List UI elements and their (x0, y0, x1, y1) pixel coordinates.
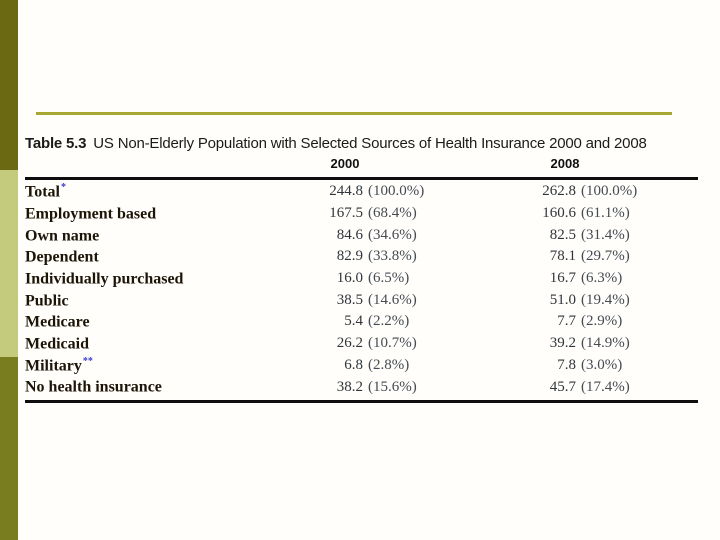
cell-2008: 7.7 (2.9%) (532, 313, 672, 330)
table-row: No health insurance 38.2 (15.6%) 45.7 (17.… (25, 376, 698, 398)
percent-2000: (2.2%) (368, 313, 410, 330)
accent-bar-top (0, 0, 18, 170)
percent-2008: (29.7%) (581, 248, 630, 265)
cell-2000: 6.8 (2.8%) (319, 357, 459, 374)
percent-2008: (100.0%) (581, 183, 638, 200)
table-row: Military** 6.8 (2.8%) 7.8 (3.0%) (25, 355, 698, 377)
cell-2008: 262.8 (100.0%) (532, 183, 672, 200)
value-2008: 51.0 (549, 291, 576, 308)
row-label: Dependent (25, 248, 99, 266)
table-title-text: US Non-Elderly Population with Selected … (93, 135, 647, 152)
value-2008: 160.6 (542, 205, 576, 222)
cell-2008: 7.8 (3.0%) (532, 357, 672, 374)
percent-2000: (33.8%) (368, 248, 417, 265)
value-2000: 26.2 (336, 335, 363, 352)
percent-2000: (10.7%) (368, 335, 417, 352)
percent-2008: (31.4%) (581, 226, 630, 243)
value-2000: 84.6 (336, 226, 363, 243)
value-2000: 82.9 (336, 248, 363, 265)
cell-2008: 16.7 (6.3%) (532, 270, 672, 287)
table-row: Total* 244.8 (100.0%) 262.8 (100.0%) (25, 181, 698, 203)
percent-2008: (3.0%) (581, 356, 623, 373)
table-row: Medicare 5.4 (2.2%) 7.7 (2.9%) (25, 311, 698, 333)
table-title: Table 5.3 US Non-Elderly Population with … (25, 135, 715, 152)
value-2000: 167.5 (329, 205, 363, 222)
percent-2000: (68.4%) (368, 205, 417, 222)
table-row: Individually purchased 16.0 (6.5%) 16.7 (6… (25, 268, 698, 290)
value-2008: 262.8 (542, 183, 576, 200)
cell-2008: 39.2 (14.9%) (532, 335, 672, 352)
percent-2008: (6.3%) (581, 270, 623, 287)
value-2000: 38.2 (336, 378, 363, 395)
table-row: Public 38.5 (14.6%) 51.0 (19.4%) (25, 289, 698, 311)
row-label: Total (25, 183, 60, 201)
cell-2000: 38.5 (14.6%) (319, 292, 459, 309)
cell-2000: 84.6 (34.6%) (319, 227, 459, 244)
percent-2000: (15.6%) (368, 378, 417, 395)
cell-2000: 167.5 (68.4%) (319, 205, 459, 222)
table-row: Own name 84.6 (34.6%) 82.5 (31.4%) (25, 224, 698, 246)
value-2000: 6.8 (344, 356, 363, 373)
percent-2008: (17.4%) (581, 378, 630, 395)
row-label: Employment based (25, 205, 157, 223)
cell-2008: 78.1 (29.7%) (532, 248, 672, 265)
accent-bar-bottom (0, 357, 18, 540)
percent-2008: (61.1%) (581, 205, 630, 222)
table-rule-bottom (25, 400, 698, 403)
cell-2008: 45.7 (17.4%) (532, 379, 672, 396)
insurance-table-body: Total* 244.8 (100.0%) 262.8 (100.0%) Emplo… (25, 181, 698, 398)
cell-2008: 51.0 (19.4%) (532, 292, 672, 309)
cell-2000: 16.0 (6.5%) (319, 270, 459, 287)
cell-2000: 38.2 (15.6%) (319, 379, 459, 396)
row-label: Military (25, 357, 82, 374)
cell-2000: 26.2 (10.7%) (319, 335, 459, 352)
row-label: Public (25, 291, 69, 309)
row-label: Medicaid (25, 335, 89, 353)
table-rule-top (25, 177, 698, 180)
column-header-2008: 2008 (550, 156, 580, 171)
footnote-marker: ** (82, 355, 93, 367)
value-2008: 16.7 (549, 270, 576, 287)
row-label: No health insurance (25, 378, 162, 396)
percent-2000: (100.0%) (368, 183, 425, 200)
accent-bar-middle (0, 170, 18, 357)
percent-2000: (34.6%) (368, 226, 417, 243)
cell-2008: 160.6 (61.1%) (532, 205, 672, 222)
table-row: Employment based 167.5 (68.4%) 160.6 (61.1… (25, 203, 698, 225)
percent-2008: (14.9%) (581, 335, 630, 352)
value-2008: 7.7 (557, 313, 576, 330)
table-number: Table 5.3 (25, 135, 87, 152)
cell-2000: 5.4 (2.2%) (319, 313, 459, 330)
cell-2000: 244.8 (100.0%) (319, 183, 459, 200)
value-2000: 16.0 (336, 270, 363, 287)
column-headers: 2000 2008 (25, 156, 698, 174)
value-2008: 7.8 (557, 356, 576, 373)
percent-2008: (19.4%) (581, 291, 630, 308)
row-label: Own name (25, 226, 100, 244)
value-2000: 38.5 (336, 291, 363, 308)
footnote-marker: * (60, 182, 66, 194)
cell-2000: 82.9 (33.8%) (319, 248, 459, 265)
value-2000: 5.4 (344, 313, 363, 330)
row-label: Individually purchased (25, 270, 184, 288)
column-header-2000: 2000 (330, 156, 360, 171)
value-2008: 39.2 (549, 335, 576, 352)
percent-2000: (2.8%) (368, 356, 410, 373)
percent-2008: (2.9%) (581, 313, 623, 330)
cell-2008: 82.5 (31.4%) (532, 227, 672, 244)
table-row: Dependent 82.9 (33.8%) 78.1 (29.7%) (25, 246, 698, 268)
percent-2000: (6.5%) (368, 270, 410, 287)
title-underline (36, 112, 672, 115)
percent-2000: (14.6%) (368, 291, 417, 308)
row-label: Medicare (25, 313, 90, 331)
value-2000: 244.8 (329, 183, 363, 200)
value-2008: 45.7 (549, 378, 576, 395)
value-2008: 78.1 (549, 248, 576, 265)
value-2008: 82.5 (549, 226, 576, 243)
table-row: Medicaid 26.2 (10.7%) 39.2 (14.9%) (25, 333, 698, 355)
